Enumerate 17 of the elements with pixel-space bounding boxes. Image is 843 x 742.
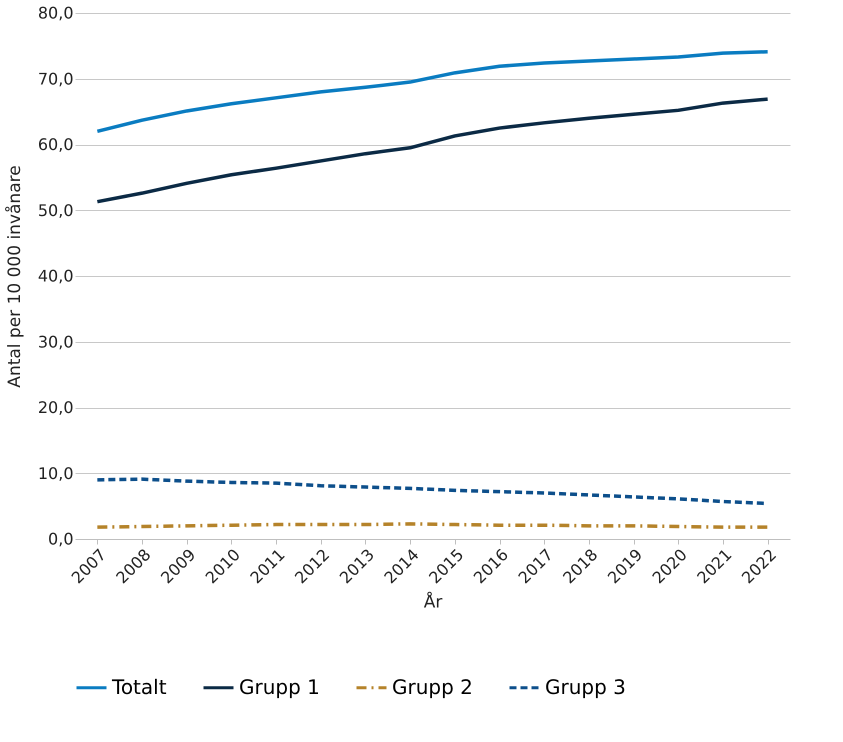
legend-label: Grupp 1 bbox=[239, 674, 320, 699]
line-series bbox=[96, 50, 770, 134]
legend-label: Grupp 2 bbox=[392, 674, 473, 699]
y-tick-label: 60,0 bbox=[38, 135, 74, 154]
y-tick-label: 10,0 bbox=[38, 464, 74, 483]
y-tick-label: 70,0 bbox=[38, 69, 74, 88]
y-tick-label: 0,0 bbox=[48, 530, 74, 548]
y-tick-label: 50,0 bbox=[38, 200, 74, 220]
y-tick-label: 80,0 bbox=[38, 4, 74, 22]
y-tick-label: 20,0 bbox=[38, 398, 74, 417]
y-axis-title: Antal per 10 000 invånare bbox=[4, 165, 25, 388]
x-axis-title: År bbox=[424, 592, 442, 613]
line-series bbox=[96, 97, 770, 204]
legend-label: Grupp 3 bbox=[545, 674, 626, 699]
legend-label: Totalt bbox=[111, 674, 167, 699]
y-tick-label: 30,0 bbox=[38, 332, 74, 352]
y-tick-label: 40,0 bbox=[38, 266, 74, 286]
